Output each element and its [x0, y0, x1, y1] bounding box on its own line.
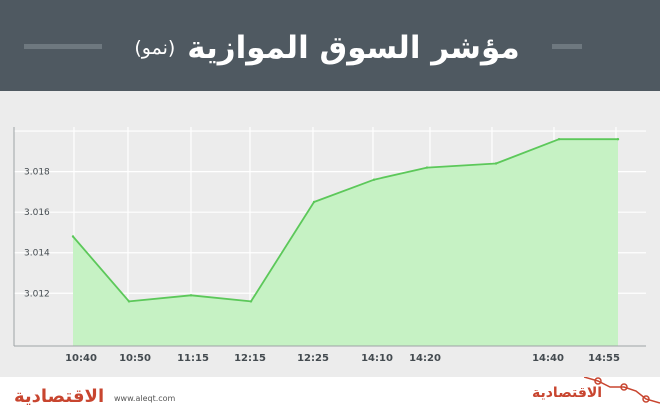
data-point: [189, 294, 193, 297]
data-point: [312, 200, 316, 204]
decorative-line-icon: [584, 377, 660, 404]
data-point: [372, 178, 376, 181]
website-url[interactable]: www.aleqt.com: [114, 394, 176, 403]
x-tick-label: 14:40: [532, 353, 564, 364]
data-point: [557, 138, 561, 141]
chart-svg: 3.012 3.014 3.016 3.018 10:40 10:50 11:15 12:15…: [13, 127, 646, 364]
chart-title: مؤشر السوق الموازية: [187, 30, 520, 66]
x-tick-label: 10:40: [65, 353, 97, 364]
x-tick-label: 14:55: [588, 353, 620, 364]
series-area: [73, 139, 618, 346]
y-tick-label: 3.014: [24, 249, 50, 259]
data-point: [71, 235, 75, 238]
x-tick-label: 14:20: [409, 353, 441, 364]
header: مؤشر السوق الموازية (نمو): [0, 0, 660, 91]
footer: الاقتصادية www.aleqt.com الاقتصادية: [0, 377, 660, 417]
data-point: [494, 162, 498, 165]
y-tick-label: 3.016: [24, 208, 50, 218]
header-rule-right: [552, 44, 582, 49]
x-tick-label: 11:15: [177, 353, 209, 364]
title-wrap: مؤشر السوق الموازية (نمو): [102, 22, 552, 74]
chart-area: 3.012 3.014 3.016 3.018 10:40 10:50 11:15 12:15…: [0, 91, 660, 377]
header-rule-left: [24, 44, 102, 49]
chart-subtitle: (نمو): [134, 37, 176, 59]
data-point: [425, 166, 429, 169]
brand-logo-left: الاقتصادية: [14, 386, 105, 407]
data-point: [127, 300, 131, 303]
x-tick-label: 10:50: [119, 353, 151, 364]
x-tick-label: 14:10: [361, 353, 393, 364]
series-line: [72, 138, 618, 303]
y-tick-label: 3.018: [24, 168, 50, 178]
data-point: [249, 300, 253, 303]
data-point: [616, 138, 620, 141]
x-tick-label: 12:25: [297, 353, 329, 364]
y-tick-label: 3.012: [24, 289, 50, 299]
brand-logo-right: الاقتصادية: [532, 385, 603, 401]
x-tick-label: 12:15: [234, 353, 266, 364]
